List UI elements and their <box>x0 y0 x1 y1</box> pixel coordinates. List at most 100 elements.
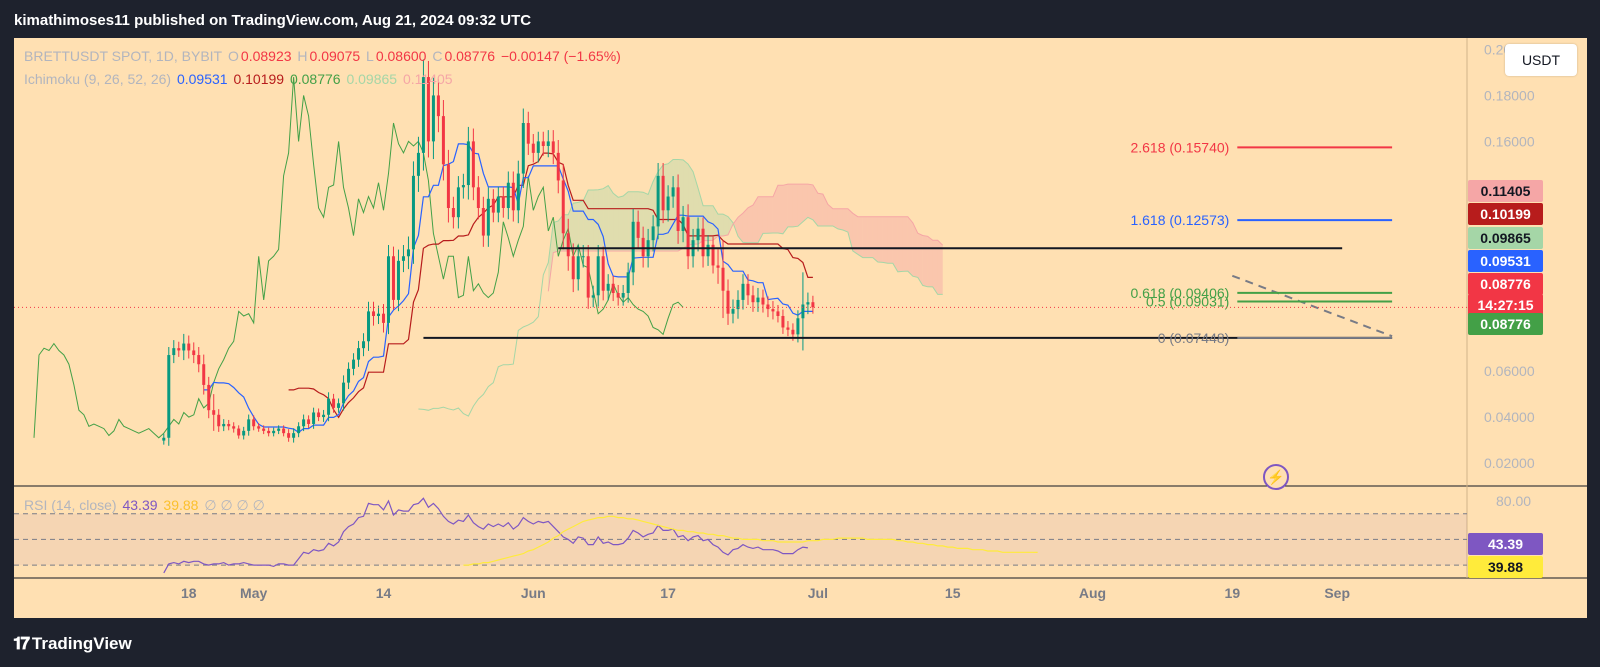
ichimoku-cloud-segment <box>917 233 923 286</box>
close-label: C <box>432 48 443 64</box>
ichimoku-cloud-segment <box>777 185 783 234</box>
candle-body <box>586 256 590 298</box>
candle-body <box>257 426 261 429</box>
candle-body <box>202 364 206 385</box>
ichimoku-cloud-segment <box>862 216 868 258</box>
ichimoku-cloud-segment <box>792 184 798 227</box>
candle-body <box>237 428 241 436</box>
candle-body <box>396 260 400 300</box>
candle-body <box>486 198 490 236</box>
ichimoku-cloud-segment <box>762 196 768 234</box>
candle-body <box>596 256 600 296</box>
tv-logo-text: TradingView <box>31 634 132 653</box>
candle-body <box>561 180 565 234</box>
flash-icon[interactable]: ⚡ <box>1263 464 1289 490</box>
ichimoku-chikou: 0.08776 <box>289 71 341 87</box>
candle-body <box>441 116 445 165</box>
high-value: 0.09075 <box>309 48 361 64</box>
ichimoku-cloud-segment <box>877 216 883 263</box>
candle-body <box>461 185 465 188</box>
ichimoku-kijun-line <box>288 152 813 419</box>
candle-body <box>357 348 361 360</box>
candle-body <box>666 196 670 211</box>
candle-body <box>451 208 455 218</box>
ichimoku-cloud-segment <box>907 216 913 277</box>
candle-body <box>386 256 390 323</box>
ichimoku-cloud-segment <box>807 184 813 220</box>
rsi-value: 43.39 <box>122 497 158 513</box>
candle-body <box>426 77 430 142</box>
chart-area[interactable]: 2.618 (0.15740) 1.618 (0.12573) 0.618 (0.0… <box>14 38 1587 618</box>
candle-body <box>167 355 171 438</box>
candle-body <box>751 295 755 303</box>
ichimoku-cloud-segment <box>842 208 848 233</box>
candle-body <box>581 256 585 258</box>
candle-body <box>626 272 630 294</box>
candle-body <box>332 398 336 408</box>
ichimoku-cloud-segment <box>573 202 579 251</box>
candle-body <box>676 187 680 231</box>
ichimoku-cloud-segment <box>548 222 554 292</box>
candle-body <box>491 198 495 213</box>
candle-body <box>706 244 710 257</box>
tradingview-logo[interactable]: 𝟏𝟕 TradingView <box>13 634 132 654</box>
ichimoku-cloud-segment <box>588 189 594 251</box>
price-tag: 14:27:15 <box>1468 294 1543 316</box>
time-axis-tick: 14 <box>376 585 392 601</box>
close-value: 0.08776 <box>444 48 496 64</box>
ichimoku-span-b: 0.11405 <box>402 71 453 87</box>
candle-body <box>611 283 615 294</box>
candle-body <box>516 173 520 211</box>
candle-body <box>781 315 785 328</box>
candle-body <box>187 343 191 351</box>
open-label: O <box>228 48 239 64</box>
candle-body <box>796 318 800 335</box>
ichimoku-kijun: 0.10199 <box>233 71 285 87</box>
candle-body <box>172 348 176 356</box>
ichimoku-cloud-segment <box>643 192 649 251</box>
ichimoku-cloud-segment <box>852 213 858 255</box>
candle-body <box>601 256 605 291</box>
ichimoku-tenkan: 0.09531 <box>176 71 228 87</box>
rsi-pane <box>14 488 1587 578</box>
candle-body <box>616 293 620 298</box>
time-axis-tick: 19 <box>1225 585 1241 601</box>
candle-body <box>541 141 545 146</box>
candle-body <box>476 187 480 209</box>
ichimoku-cloud-segment <box>603 185 609 251</box>
tv-logo-icon: 𝟏𝟕 <box>13 634 30 653</box>
ichimoku-cloud-segment <box>787 184 793 227</box>
candle-body <box>182 343 186 351</box>
candle-body <box>252 419 256 427</box>
ichimoku-cloud-segment <box>608 185 614 251</box>
ichimoku-cloud-segment <box>723 214 729 237</box>
ichimoku-cloud-segment <box>593 189 599 251</box>
ichimoku-cloud-segment <box>693 171 699 245</box>
fib-level-label: 0 (0.07448) <box>1158 330 1230 346</box>
candle-body <box>656 175 660 227</box>
candle-body <box>227 423 231 427</box>
candle-body <box>621 293 625 298</box>
price-axis-tick: 0.02000 <box>1484 455 1535 471</box>
candle-body <box>391 256 395 300</box>
ichimoku-span-a: 0.09865 <box>346 71 398 87</box>
price-chart[interactable]: 2.618 (0.15740) 1.618 (0.12573) 0.618 (0.0… <box>14 38 1587 618</box>
change-value: −0.00147 (−1.65%) <box>500 48 621 64</box>
ichimoku-cloud-segment <box>847 208 853 251</box>
ichimoku-cloud-segment <box>812 184 818 226</box>
price-tag: 0.09865 <box>1468 227 1543 249</box>
time-axis-tick: Jul <box>808 585 828 601</box>
candle-body <box>571 256 575 280</box>
ichimoku-cloud-segment <box>872 216 878 262</box>
candle-body <box>771 309 775 312</box>
candle-body <box>322 414 326 418</box>
candle-body <box>511 182 515 211</box>
time-axis-tick: 18 <box>181 585 197 601</box>
rsi-ma-value: 39.88 <box>163 497 199 513</box>
ichimoku-cloud-segment <box>767 196 773 234</box>
ichimoku-cloud-segment <box>623 191 629 251</box>
candle-body <box>531 143 535 153</box>
ichimoku-cloud-segment <box>668 159 674 251</box>
candle-body <box>801 304 805 319</box>
currency-button[interactable]: USDT <box>1505 44 1577 76</box>
